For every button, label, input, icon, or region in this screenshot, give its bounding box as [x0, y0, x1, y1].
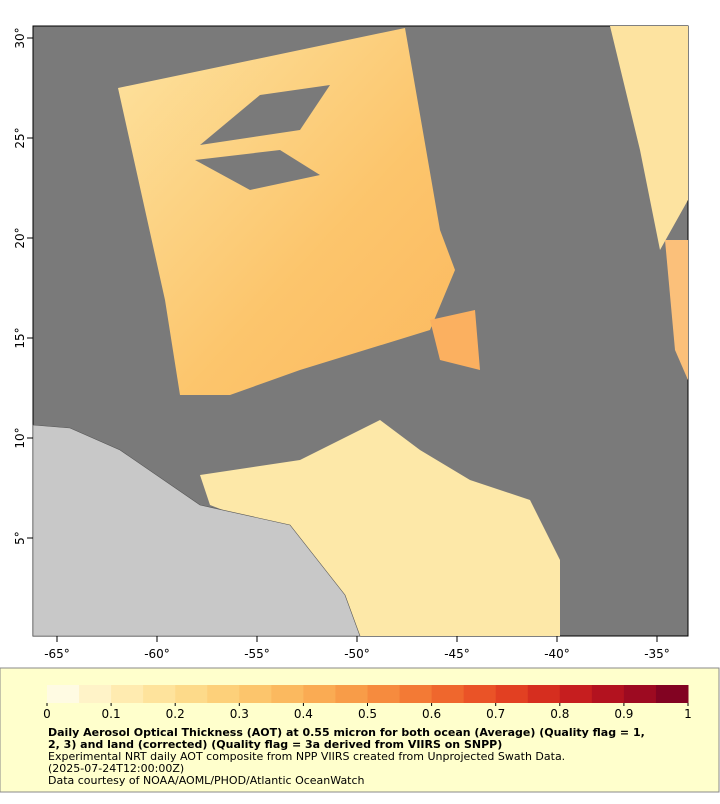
- colorbar-tick-label: 0.7: [486, 707, 505, 721]
- colorbar-cell: [399, 685, 433, 703]
- colorbar-cell: [367, 685, 401, 703]
- y-tick-label: 30°: [13, 27, 27, 48]
- aot-swath: [118, 28, 455, 395]
- x-tick-label: -55°: [244, 647, 270, 661]
- colorbar-tick-label: 0.1: [102, 707, 121, 721]
- aot-swath: [665, 240, 688, 380]
- aot-patch: [430, 310, 480, 370]
- colorbar-tick-label: 0.5: [358, 707, 377, 721]
- y-tick-label: 5°: [13, 531, 27, 545]
- colorbar-cell: [591, 685, 625, 703]
- caption-title: 2, 3) and land (corrected) (Quality flag…: [48, 738, 502, 751]
- caption-line: Experimental NRT daily AOT composite fro…: [48, 750, 565, 763]
- colorbar-cell: [623, 685, 657, 703]
- y-tick-label: 15°: [13, 327, 27, 348]
- x-tick-label: -40°: [544, 647, 570, 661]
- y-tick-label: 10°: [13, 427, 27, 448]
- colorbar-cell: [143, 685, 176, 703]
- x-tick-label: -60°: [144, 647, 170, 661]
- y-tick-label: 20°: [13, 227, 27, 248]
- colorbar-cell: [463, 685, 497, 703]
- aot-swath: [610, 26, 688, 250]
- colorbar-tick-label: 0.8: [550, 707, 569, 721]
- colorbar-cell: [207, 685, 240, 703]
- x-tick-label: -45°: [444, 647, 470, 661]
- colorbar-tick-label: 0.9: [614, 707, 633, 721]
- colorbar-cell: [303, 685, 336, 703]
- colorbar-cell: [559, 685, 593, 703]
- colorbar-cell: [495, 685, 529, 703]
- colorbar-cell: [47, 685, 80, 703]
- cloud-gap: [195, 150, 320, 190]
- colorbar-tick-label: 1: [684, 707, 692, 721]
- cloud-gap: [200, 85, 330, 145]
- colorbar-tick-label: 0: [43, 707, 51, 721]
- colorbar-cell: [335, 685, 368, 703]
- x-tick-label: -65°: [44, 647, 70, 661]
- colorbar-cell: [111, 685, 144, 703]
- colorbar-cell: [527, 685, 561, 703]
- colorbar-tick-label: 0.6: [422, 707, 441, 721]
- y-tick-label: 25°: [13, 127, 27, 148]
- colorbar-tick-label: 0.2: [166, 707, 185, 721]
- colorbar-cell: [271, 685, 304, 703]
- colorbar-cell: [655, 685, 689, 703]
- x-tick-label: -35°: [644, 647, 670, 661]
- colorbar-tick-label: 0.4: [294, 707, 313, 721]
- caption-line: Data courtesy of NOAA/AOML/PHOD/Atlantic…: [48, 774, 365, 787]
- colorbar-tick-label: 0.3: [230, 707, 249, 721]
- caption-line: (2025-07-24T12:00:00Z): [48, 762, 184, 775]
- x-tick-label: -50°: [344, 647, 370, 661]
- colorbar-cell: [79, 685, 112, 703]
- land: [32, 424, 361, 637]
- colorbar-cell: [239, 685, 272, 703]
- aot-swath: [200, 420, 560, 636]
- caption-title: Daily Aerosol Optical Thickness (AOT) at…: [48, 726, 645, 739]
- colorbar-cell: [175, 685, 208, 703]
- colorbar-cell: [431, 685, 465, 703]
